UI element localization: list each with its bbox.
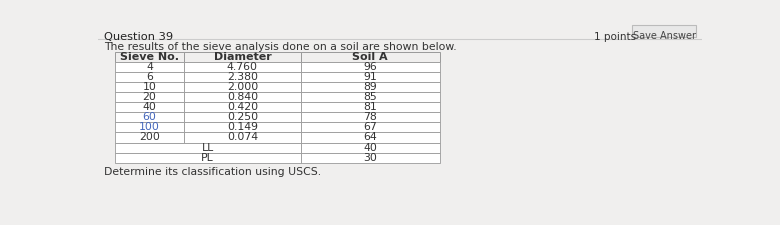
Text: 0.840: 0.840 (227, 92, 258, 102)
Text: 0.149: 0.149 (227, 122, 258, 133)
Text: 4.760: 4.760 (227, 62, 258, 72)
Text: Question 39: Question 39 (104, 32, 173, 42)
Text: 30: 30 (363, 153, 378, 162)
FancyBboxPatch shape (633, 25, 696, 37)
Text: 60: 60 (143, 112, 156, 122)
Bar (300, 122, 440, 133)
Bar (115, 92, 184, 102)
Bar (184, 102, 300, 112)
Text: 0.250: 0.250 (227, 112, 258, 122)
Bar (184, 72, 300, 82)
Text: Save Answer: Save Answer (633, 31, 696, 41)
Bar (115, 122, 184, 133)
Text: 2.380: 2.380 (227, 72, 258, 82)
Text: 96: 96 (363, 62, 378, 72)
Bar (115, 52, 184, 62)
Text: PL: PL (201, 153, 214, 162)
Bar (184, 112, 300, 122)
Bar (300, 112, 440, 122)
Text: Sieve No.: Sieve No. (120, 52, 179, 62)
Bar (300, 153, 440, 162)
Bar (300, 62, 440, 72)
Text: Soil A: Soil A (353, 52, 388, 62)
Bar (184, 92, 300, 102)
Bar (115, 102, 184, 112)
Text: 40: 40 (143, 102, 156, 112)
Text: 0.420: 0.420 (227, 102, 258, 112)
Bar (184, 62, 300, 72)
Bar (184, 133, 300, 142)
Bar (184, 52, 300, 62)
Text: 0.074: 0.074 (227, 133, 258, 142)
Bar (115, 153, 300, 162)
Text: 2.000: 2.000 (227, 82, 258, 92)
Bar (115, 133, 184, 142)
Text: LL: LL (201, 142, 214, 153)
Text: 1 points: 1 points (594, 32, 636, 42)
Bar (115, 82, 184, 92)
Bar (300, 82, 440, 92)
Text: 64: 64 (363, 133, 378, 142)
Text: 40: 40 (363, 142, 378, 153)
Text: 91: 91 (363, 72, 378, 82)
Bar (300, 102, 440, 112)
Text: 81: 81 (363, 102, 378, 112)
Bar (300, 92, 440, 102)
Text: 6: 6 (146, 72, 153, 82)
Bar (115, 72, 184, 82)
Text: 200: 200 (139, 133, 160, 142)
Bar (300, 72, 440, 82)
Text: 100: 100 (139, 122, 160, 133)
Text: 20: 20 (143, 92, 156, 102)
Text: The results of the sieve analysis done on a soil are shown below.: The results of the sieve analysis done o… (104, 42, 456, 52)
Text: 85: 85 (363, 92, 378, 102)
Text: Diameter: Diameter (214, 52, 271, 62)
Bar (300, 142, 440, 153)
Bar (300, 52, 440, 62)
Text: 4: 4 (146, 62, 153, 72)
Text: 89: 89 (363, 82, 378, 92)
Text: 78: 78 (363, 112, 378, 122)
Bar (184, 122, 300, 133)
Text: 10: 10 (143, 82, 156, 92)
Bar (115, 112, 184, 122)
Bar (115, 142, 300, 153)
Text: Determine its classification using USCS.: Determine its classification using USCS. (104, 167, 321, 177)
Text: 67: 67 (363, 122, 378, 133)
Bar (115, 62, 184, 72)
Bar (300, 133, 440, 142)
Bar (184, 82, 300, 92)
